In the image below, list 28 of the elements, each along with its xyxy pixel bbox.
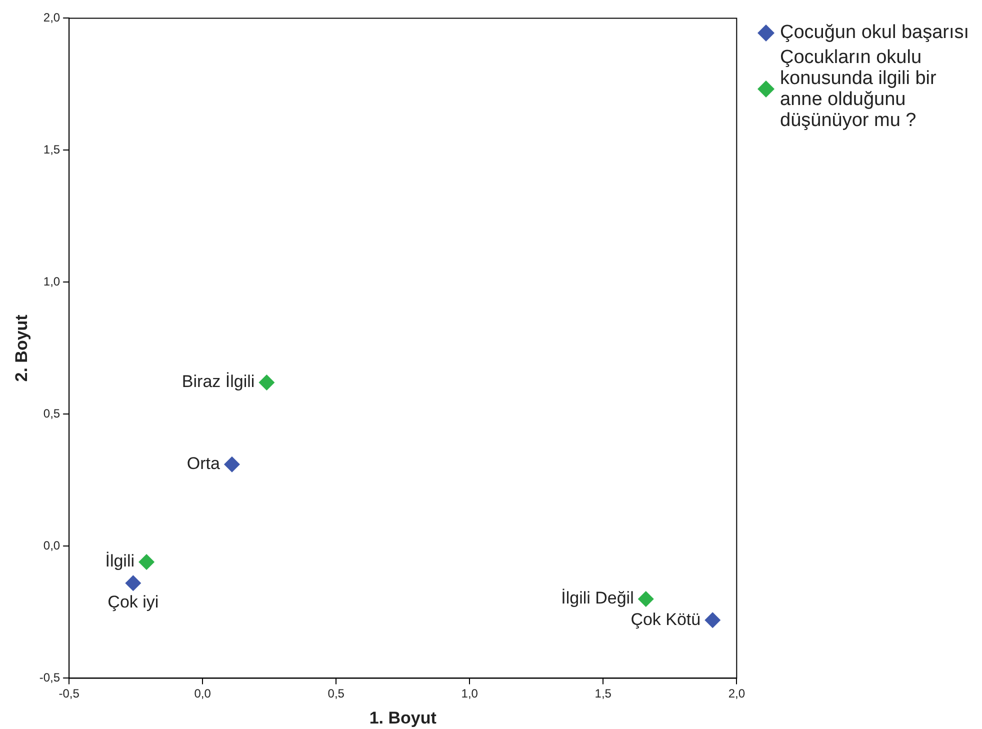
x-tick-label: -0,5	[58, 686, 80, 701]
point	[258, 374, 275, 391]
y-tick-label: 0,5	[43, 406, 60, 421]
y-tick-label: -0,5	[39, 670, 60, 685]
x-tick-label: 1,5	[594, 686, 612, 701]
x-tick-label: 0,0	[194, 686, 212, 701]
legend-label: Çocuğun okul başarısı	[780, 22, 970, 43]
y-axis-title: 2. Boyut	[12, 314, 31, 382]
x-axis-title: 1. Boyut	[369, 708, 437, 728]
x-tick-label: 0,5	[328, 686, 345, 701]
point	[638, 591, 654, 607]
y-tick-label: 1,0	[43, 274, 60, 289]
annotation: Çok iyi	[108, 592, 159, 612]
point	[125, 575, 142, 592]
x-tick-label: 2,0	[728, 686, 746, 701]
legend-label: Çocukların okulu konusunda ilgili bir anne olduğunu düşünüyor mu ?	[780, 47, 938, 131]
point	[224, 456, 240, 472]
annotation: İlgili	[105, 552, 135, 571]
x-tick-label: 1,0	[461, 686, 478, 701]
annotation: Orta	[186, 454, 221, 474]
point	[704, 612, 721, 628]
y-tick-label: 0,0	[43, 538, 60, 553]
y-tick-label: 2,0	[43, 10, 60, 25]
annotation: İlgili Değil	[561, 588, 634, 608]
point	[138, 554, 155, 570]
annotation: Biraz İlgili	[182, 372, 255, 392]
y-tick-label: 1,5	[43, 142, 60, 157]
annotation: Çok Kötü	[630, 610, 701, 629]
